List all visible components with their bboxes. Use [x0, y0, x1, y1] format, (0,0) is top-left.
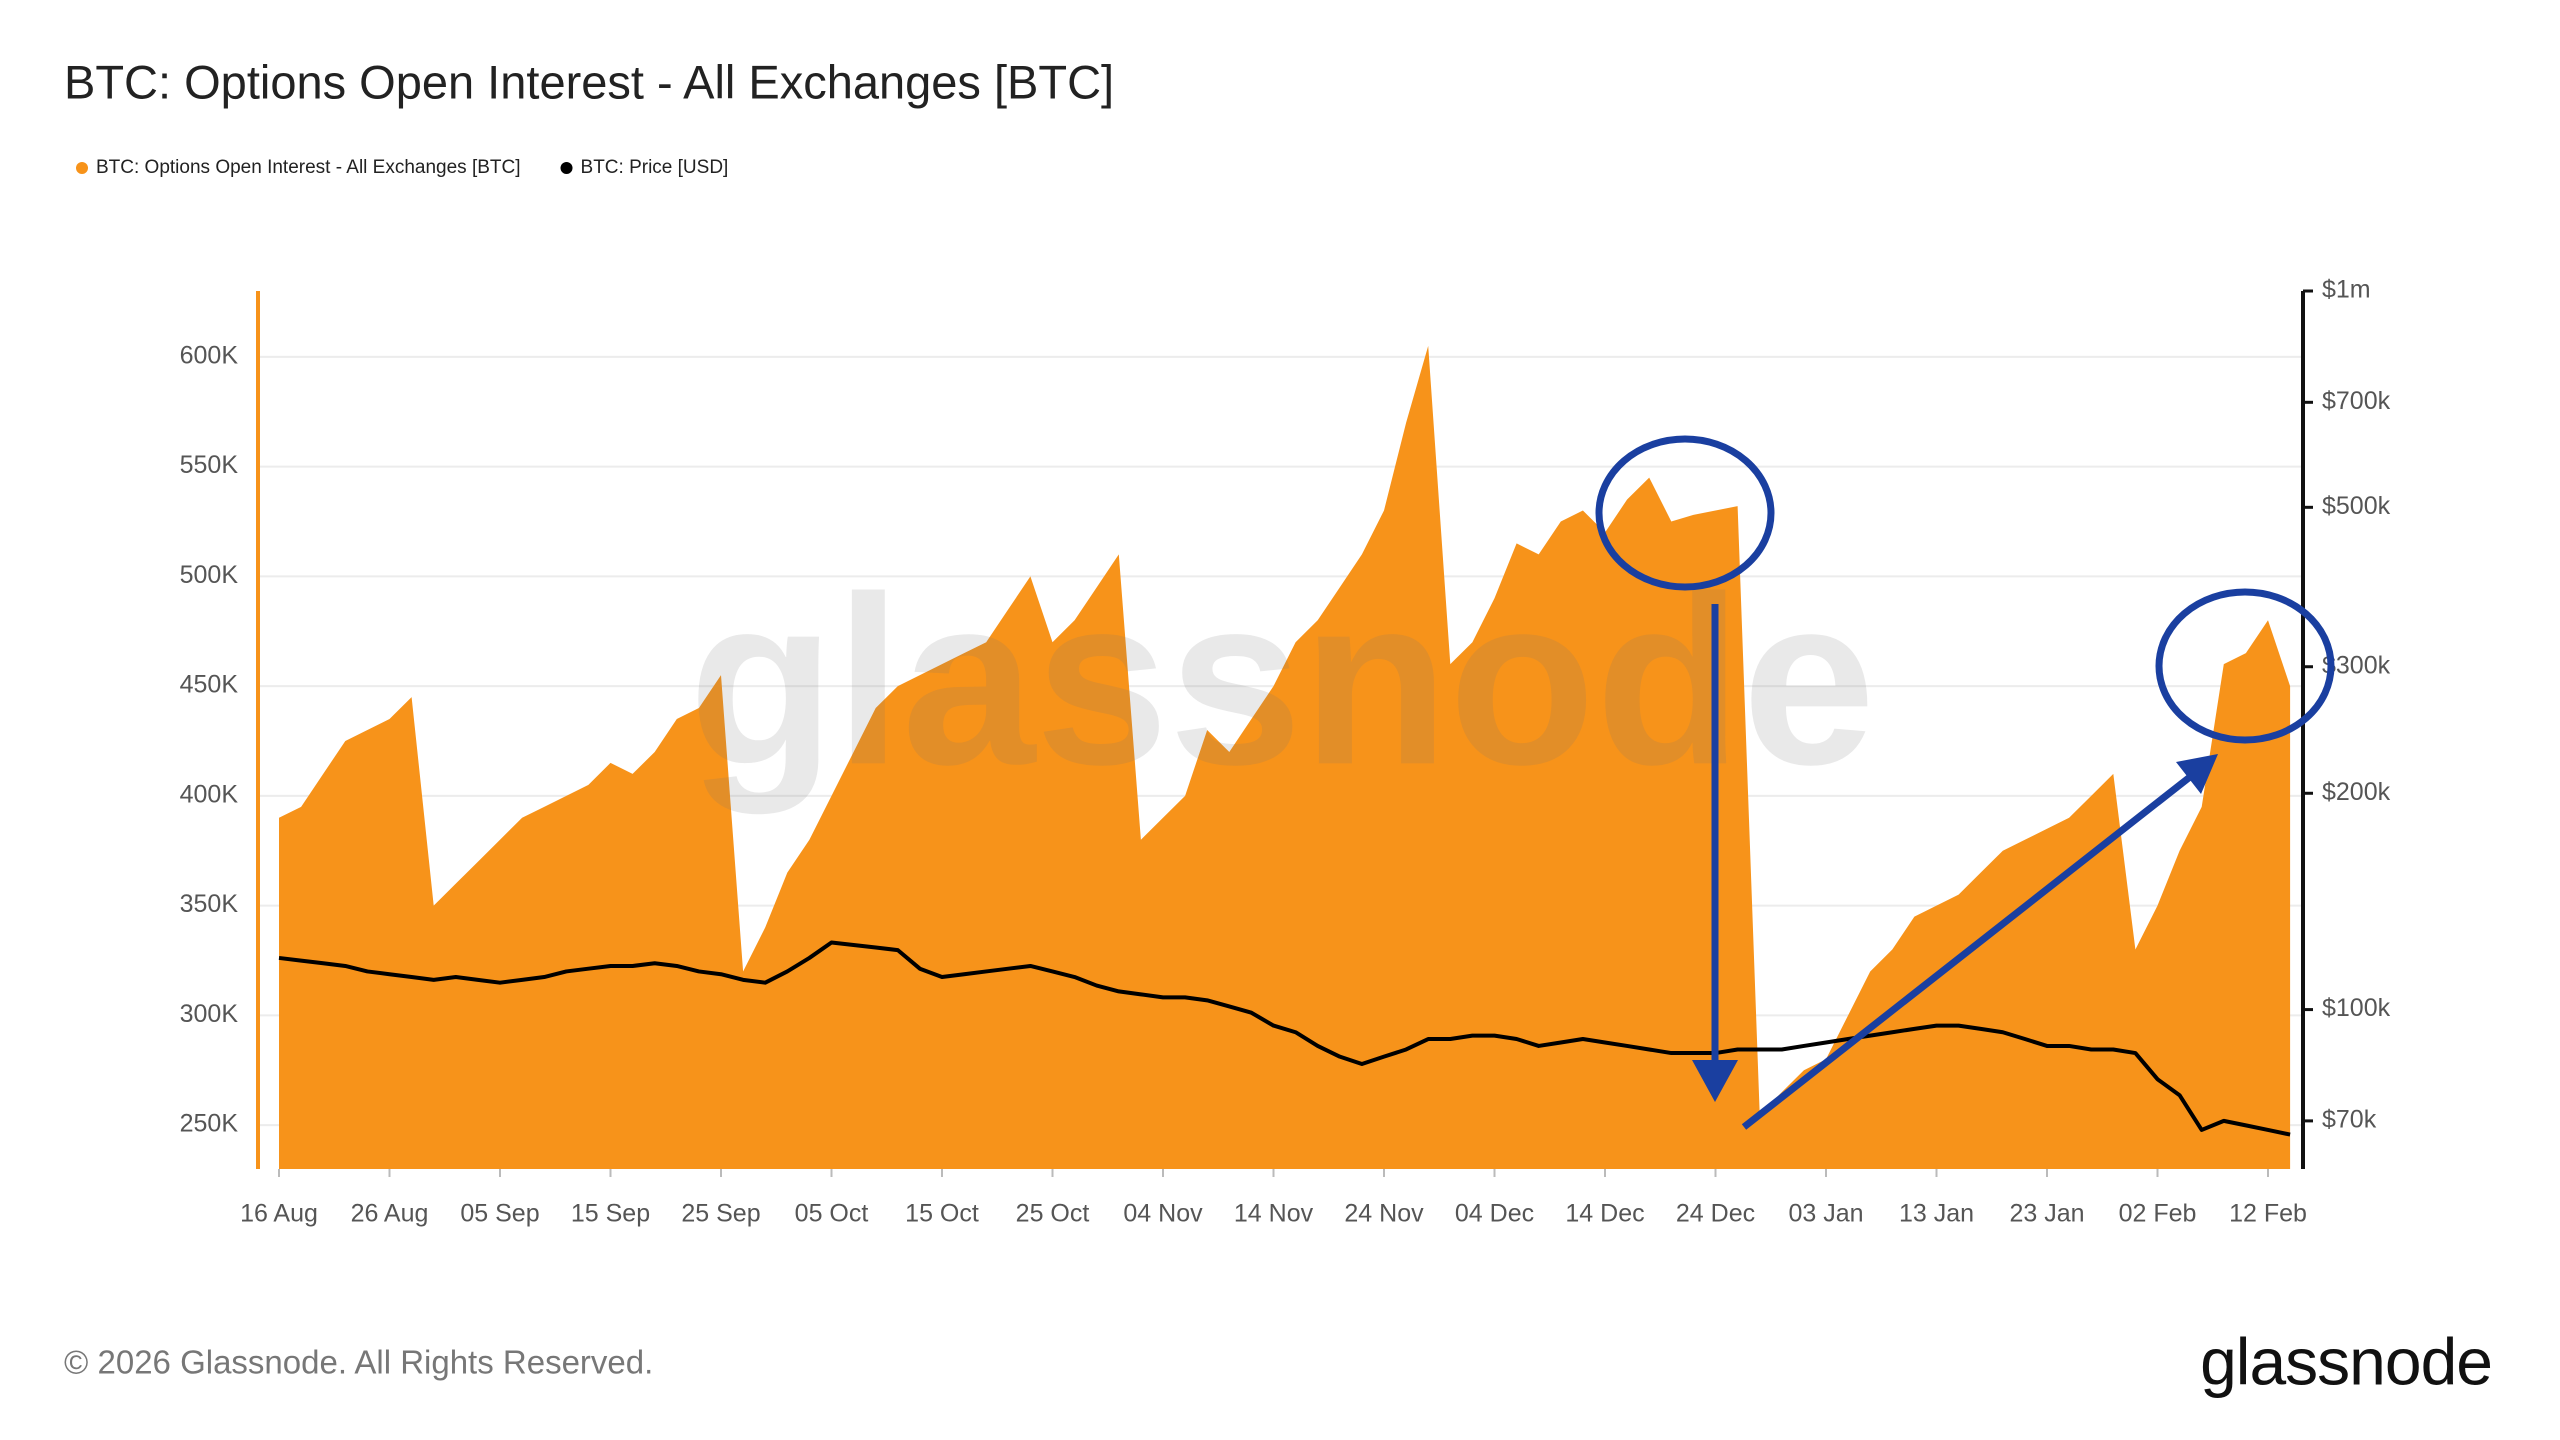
x-tick-label: 25 Sep [681, 1200, 760, 1228]
x-tick-label: 03 Jan [1788, 1200, 1863, 1228]
x-tick-label: 04 Nov [1123, 1200, 1203, 1228]
annotations [1595, 435, 2335, 1130]
copyright: © 2026 Glassnode. All Rights Reserved. [64, 1344, 653, 1381]
y-tick-label: 400K [180, 780, 239, 808]
y-tick-label: 500K [180, 561, 239, 589]
x-tick-label: 15 Oct [905, 1200, 979, 1228]
x-tick-label: 24 Dec [1676, 1200, 1755, 1228]
x-tick-label: 05 Oct [795, 1200, 869, 1228]
arrow-head [2176, 754, 2218, 794]
x-tick-label: 05 Sep [460, 1200, 539, 1228]
highlight-ellipse [1595, 435, 1775, 591]
y-tick-label: 600K [180, 341, 239, 369]
legend-label: BTC: Options Open Interest - All Exchang… [96, 157, 521, 178]
legend-marker [76, 162, 88, 174]
y-tick-label: 550K [180, 451, 239, 479]
x-tick-label: 23 Jan [2009, 1200, 2084, 1228]
x-tick-label: 14 Dec [1565, 1200, 1644, 1228]
oi-area [279, 345, 2291, 1169]
arrow-shaft [1741, 770, 2198, 1130]
legend-label: BTC: Price [USD] [581, 157, 729, 178]
highlight-ellipse [2155, 588, 2335, 744]
y-tick-label: 450K [180, 671, 239, 699]
x-tick-label: 04 Dec [1455, 1200, 1534, 1228]
y2-tick-label: $200k [2322, 778, 2391, 806]
x-tick-label: 15 Sep [571, 1200, 650, 1228]
arrow-head [1692, 1060, 1738, 1102]
chart-title: BTC: Options Open Interest - All Exchang… [64, 55, 1114, 108]
y-tick-label: 350K [180, 890, 239, 918]
price-line [278, 940, 2291, 1137]
x-tick-label: 24 Nov [1344, 1200, 1424, 1228]
x-tick-label: 26 Aug [351, 1200, 429, 1228]
x-tick-label: 02 Feb [2119, 1200, 2197, 1228]
x-tick-label: 25 Oct [1016, 1200, 1090, 1228]
y2-tick-label: $100k [2322, 994, 2391, 1022]
plot: 250K 300K 350K 400K 450K 500K 550K 600K $70k $100… [180, 276, 2391, 1228]
y-tick-label: 250K [180, 1110, 239, 1138]
x-tick-label: 13 Jan [1899, 1200, 1974, 1228]
y2-tick-label: $700k [2322, 387, 2391, 415]
legend-marker [560, 162, 573, 174]
watermark: glassnode [689, 546, 1876, 814]
y2-tick-label: $1m [2322, 276, 2371, 304]
x-tick-label: 16 Aug [240, 1200, 318, 1228]
logo: glassnode [2200, 1324, 2492, 1398]
y-tick-label: 300K [180, 1000, 239, 1028]
x-tick-label: 14 Nov [1234, 1200, 1314, 1228]
x-tick-label: 12 Feb [2229, 1200, 2307, 1228]
y2-tick-label: $500k [2322, 492, 2391, 520]
y2-tick-label: $70k [2322, 1106, 2377, 1134]
